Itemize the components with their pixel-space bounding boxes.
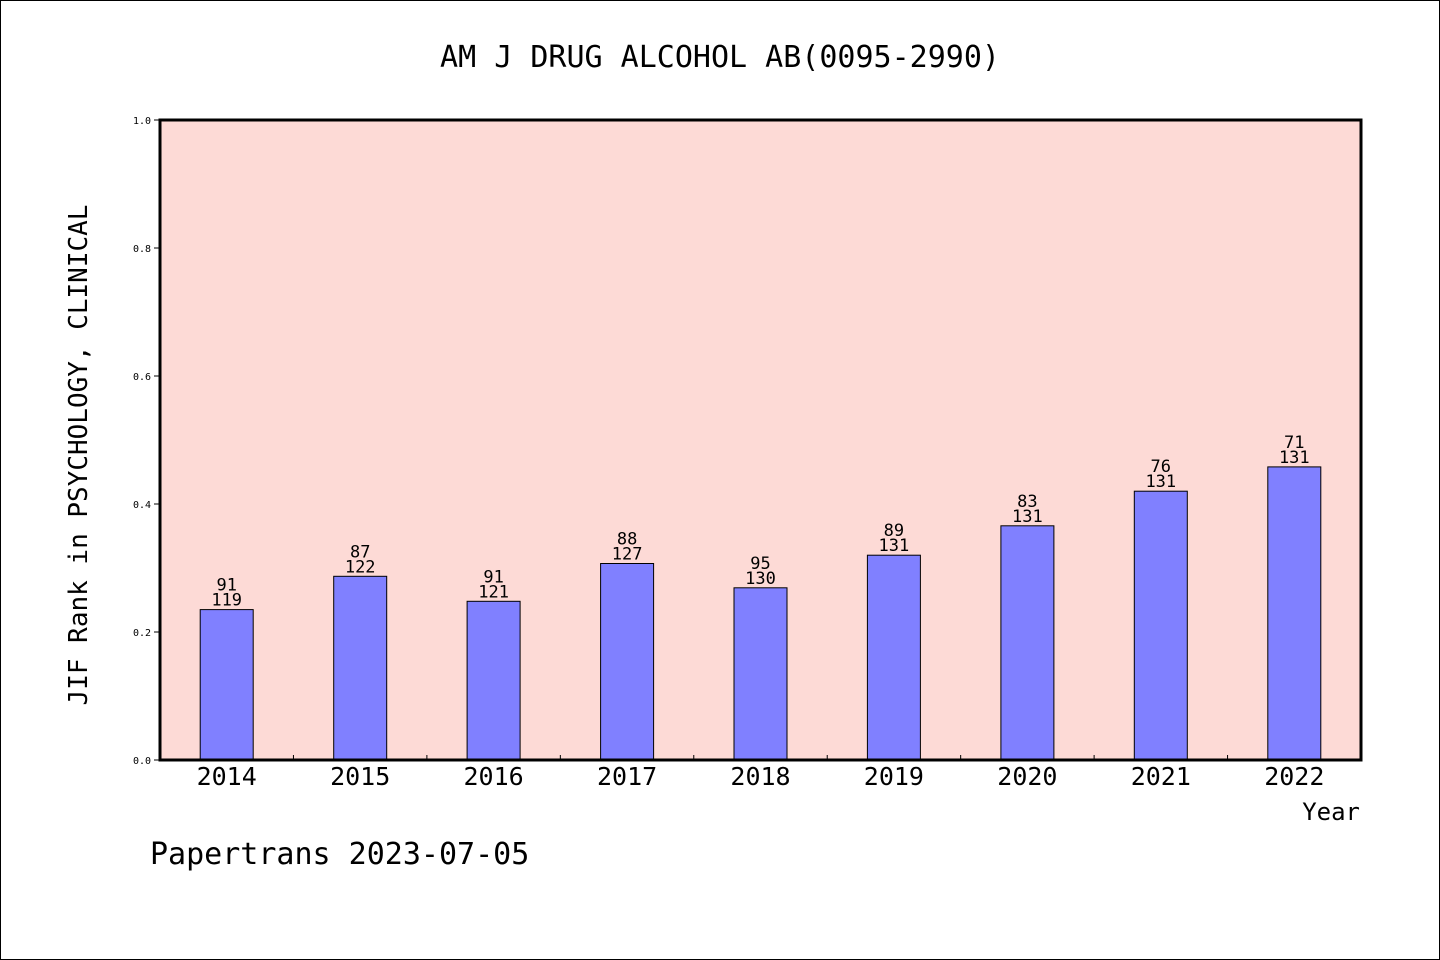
bar-label-rank-2021: 76: [1151, 457, 1171, 477]
bar-2014: [199, 609, 254, 761]
bar-label-total-2016: 121: [478, 582, 509, 602]
bar-label-total-2019: 131: [879, 536, 910, 556]
x-tick-label-2020: 2020: [997, 762, 1057, 791]
bar-label-rank-2014: 91: [216, 576, 236, 596]
y-tick-label-3: 0.6: [133, 372, 151, 383]
bar-2016: [466, 600, 521, 761]
y-tick-label-0: 0.0: [133, 756, 151, 767]
x-tick-label-2015: 2015: [330, 762, 390, 791]
plot-border: [158, 118, 1363, 762]
x-tick-label-2017: 2017: [597, 762, 657, 791]
bar-label-rank-2016: 91: [483, 567, 503, 587]
bar-label-total-2018: 130: [745, 569, 776, 589]
bar-2022: [1267, 466, 1322, 761]
bar-label-rank-2017: 88: [617, 530, 637, 550]
chart-title: AM J DRUG ALCOHOL AB(0095-2990): [440, 40, 1000, 75]
x-tick-label-2014: 2014: [197, 762, 257, 791]
y-tick-label-1: 0.2: [133, 628, 151, 639]
y-tick-label-4: 0.8: [133, 244, 151, 255]
bar-label-rank-2015: 87: [350, 542, 370, 562]
bar-2017: [600, 563, 655, 761]
bar-label-total-2017: 127: [612, 545, 643, 565]
bar-label-rank-2020: 83: [1017, 492, 1037, 512]
bar-label-total-2014: 119: [211, 591, 242, 611]
y-axis-label: JIF Rank in PSYCHOLOGY, CLINICAL: [64, 205, 94, 706]
bar-label-total-2022: 131: [1279, 448, 1310, 468]
bar-label-rank-2018: 95: [750, 554, 770, 574]
bar-2019: [866, 554, 921, 761]
x-tick-label-2016: 2016: [463, 762, 523, 791]
x-tick-label-2022: 2022: [1264, 762, 1324, 791]
x-tick-label-2021: 2021: [1131, 762, 1191, 791]
bar-2020: [1000, 525, 1055, 761]
bar-label-rank-2022: 71: [1284, 433, 1304, 453]
bar-2018: [733, 587, 788, 761]
y-tick-label-5: 1.0: [133, 116, 151, 127]
bar-2021: [1133, 490, 1188, 761]
bar-2015: [333, 575, 388, 761]
x-tick-label-2018: 2018: [730, 762, 790, 791]
x-tick-label-2019: 2019: [864, 762, 924, 791]
y-tick-label-2: 0.4: [133, 500, 151, 511]
bar-label-total-2021: 131: [1145, 472, 1176, 492]
bar-label-total-2015: 122: [345, 557, 376, 577]
bar-label-rank-2019: 89: [884, 521, 904, 541]
bar-label-total-2020: 131: [1012, 507, 1043, 527]
credit-text: Papertrans 2023-07-05: [150, 837, 529, 872]
x-axis-label: Year: [1302, 798, 1360, 826]
